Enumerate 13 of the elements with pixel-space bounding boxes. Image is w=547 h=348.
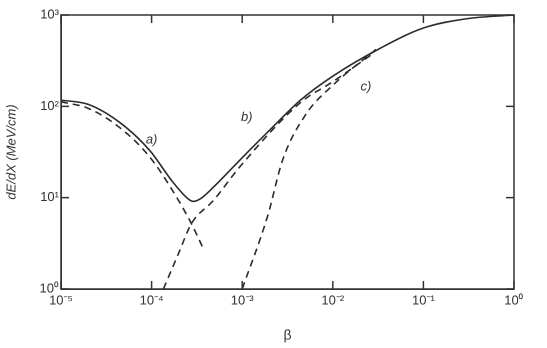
y-tick-label: 10²	[40, 98, 60, 113]
x-tick-label: 10⁻³	[230, 292, 254, 308]
x-tick-label: 10⁻⁴	[140, 292, 164, 308]
series-label: a)	[146, 131, 158, 146]
x-tick-label: 10⁻¹	[412, 292, 436, 308]
series-label: c)	[360, 78, 372, 94]
y-axis-title: dE/dX (MeV/cm)	[3, 104, 18, 200]
series-label: b)	[240, 109, 253, 124]
x-axis-title: β	[283, 326, 292, 342]
y-tick-label: 10¹	[40, 189, 60, 204]
x-tick-label: 10⁰	[504, 292, 524, 308]
x-tick-label: 10⁻²	[321, 292, 345, 308]
y-tick-label: 10³	[40, 6, 60, 22]
